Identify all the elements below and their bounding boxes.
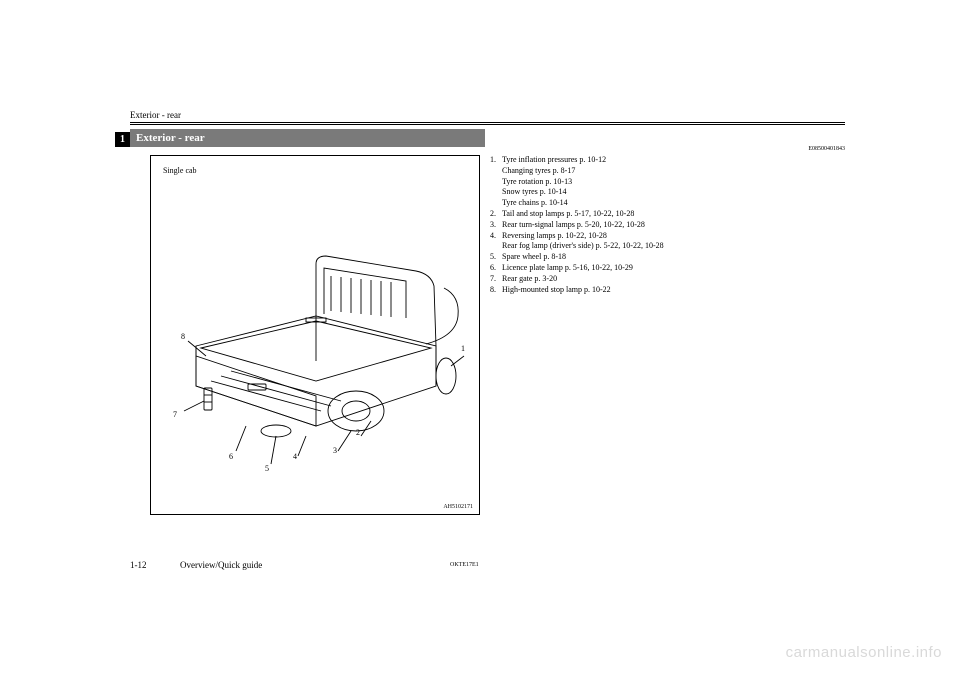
- parts-list: 1.Tyre inflation pressures p. 10-12 Chan…: [490, 155, 664, 515]
- callout-8: 8: [181, 332, 185, 341]
- list-text: Rear turn-signal lamps p. 5-20, 10-22, 1…: [502, 220, 645, 231]
- list-text: Licence plate lamp p. 5-16, 10-22, 10-29: [502, 263, 633, 274]
- list-num: 8.: [490, 285, 502, 296]
- watermark: carmanualsonline.info: [786, 644, 942, 661]
- callout-2: 2: [356, 428, 360, 437]
- callout-3: 3: [333, 446, 337, 455]
- list-text: Tyre inflation pressures p. 10-12: [502, 155, 606, 166]
- running-header: Exterior - rear: [130, 110, 845, 120]
- footer-page-number: 1-12: [130, 560, 147, 570]
- list-num: 1.: [490, 155, 502, 166]
- list-num: 6.: [490, 263, 502, 274]
- header-rule: [130, 122, 845, 125]
- truck-illustration: [166, 226, 466, 466]
- callout-4: 4: [293, 452, 297, 461]
- list-text: Tail and stop lamps p. 5-17, 10-22, 10-2…: [502, 209, 634, 220]
- list-text: Spare wheel p. 8-18: [502, 252, 566, 263]
- figure-box: Single cab: [150, 155, 480, 515]
- list-num: 3.: [490, 220, 502, 231]
- callout-1: 1: [461, 344, 465, 353]
- callout-6: 6: [229, 452, 233, 461]
- section-title-bar: Exterior - rear: [130, 129, 485, 147]
- footer-doc-code: OKTE17E1: [450, 562, 479, 568]
- list-text: Rear gate p. 3-20: [502, 274, 557, 285]
- figure-id: AH5102171: [443, 504, 473, 510]
- list-num: 2.: [490, 209, 502, 220]
- list-num: 5.: [490, 252, 502, 263]
- footer-section-name: Overview/Quick guide: [180, 560, 262, 570]
- list-num: 4.: [490, 231, 502, 242]
- list-sub: Rear fog lamp (driver's side) p. 5-22, 1…: [502, 241, 664, 252]
- document-code: E08500401843: [808, 146, 845, 152]
- list-sub: Snow tyres p. 10-14: [502, 187, 664, 198]
- list-sub: Tyre rotation p. 10-13: [502, 177, 664, 188]
- list-text: Reversing lamps p. 10-22, 10-28: [502, 231, 607, 242]
- callout-7: 7: [173, 410, 177, 419]
- list-sub: Tyre chains p. 10-14: [502, 198, 664, 209]
- figure-caption: Single cab: [163, 166, 197, 175]
- list-num: 7.: [490, 274, 502, 285]
- callout-5: 5: [265, 464, 269, 473]
- chapter-tab: 1: [115, 132, 130, 147]
- list-sub: Changing tyres p. 8-17: [502, 166, 664, 177]
- list-text: High-mounted stop lamp p. 10-22: [502, 285, 611, 296]
